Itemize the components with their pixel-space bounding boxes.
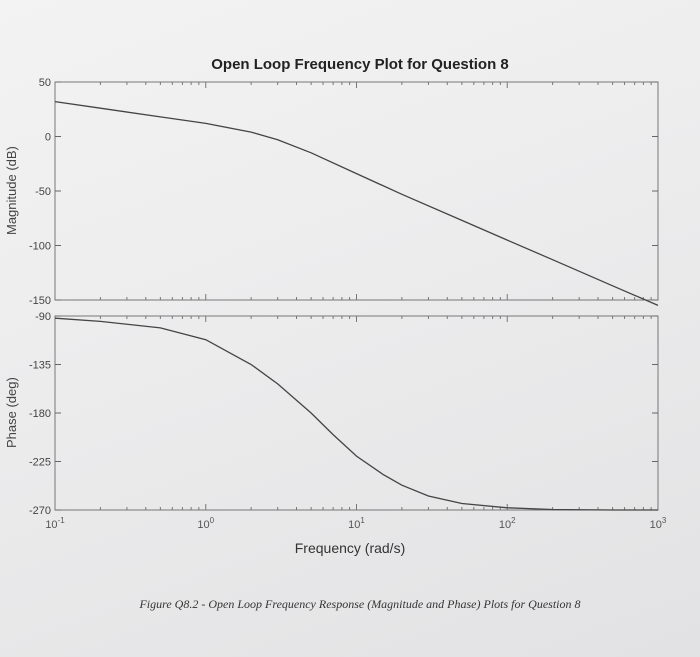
- y-tick-label: -225: [29, 457, 51, 469]
- x-tick-label: 100: [197, 516, 214, 531]
- y-tick-label: -180: [29, 408, 51, 420]
- y-tick-label: -50: [35, 186, 51, 198]
- y-tick-label: -270: [29, 505, 51, 517]
- magnitude-series-line: [54, 100, 659, 306]
- phase-series-line: [54, 317, 658, 511]
- y-tick-label: 0: [45, 132, 51, 144]
- chart-title: Open Loop Frequency Plot for Question 8: [211, 56, 509, 73]
- magnitude-axis-label: Magnitude (dB): [4, 146, 19, 236]
- x-axis-label: Frequency (rad/s): [294, 540, 406, 556]
- figure-caption: Figure Q8.2 - Open Loop Frequency Respon…: [139, 597, 581, 611]
- phase-axis-label: Phase (deg): [4, 377, 19, 449]
- y-tick-label: 50: [39, 77, 51, 89]
- x-tick-label: 102: [499, 516, 516, 531]
- x-tick-label: 101: [348, 516, 365, 531]
- y-tick-label: -90: [35, 311, 51, 323]
- y-tick-label: -135: [29, 360, 51, 372]
- x-tick-label: 10-1: [45, 516, 65, 531]
- phase-axes-frame: [54, 315, 659, 511]
- y-tick-label: -100: [29, 241, 51, 253]
- y-tick-label: -150: [29, 295, 51, 307]
- x-tick-label: 103: [650, 516, 667, 531]
